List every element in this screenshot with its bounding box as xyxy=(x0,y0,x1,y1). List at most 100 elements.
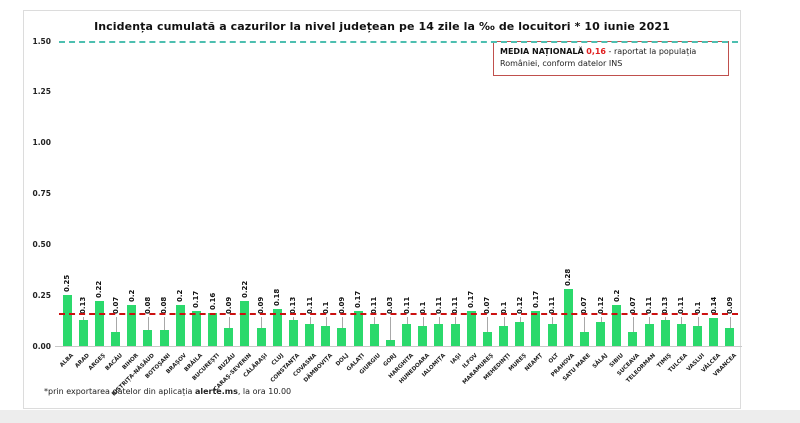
bar-value-label: 0.12 xyxy=(515,296,524,314)
bar-leader-line xyxy=(325,316,327,326)
bar xyxy=(288,319,298,346)
bar-value-label: 0.18 xyxy=(273,289,282,307)
bar-value-label: 0.07 xyxy=(628,296,637,314)
bar-value-label: 0.1 xyxy=(321,301,330,314)
bar xyxy=(660,319,670,346)
bar-value-label: 0.13 xyxy=(289,296,298,314)
bar xyxy=(563,289,573,346)
bar-leader-line xyxy=(422,316,424,326)
bar xyxy=(94,301,104,346)
chart-title: Incidența cumulată a cazurilor la nivel … xyxy=(94,20,670,33)
bar-leader-line xyxy=(438,316,440,324)
legend-national-average-value: 0,16 xyxy=(586,47,606,56)
bar xyxy=(175,305,185,346)
bar-leader-line xyxy=(552,316,554,324)
bar-leader-line xyxy=(681,316,683,324)
bar xyxy=(499,325,509,346)
bar-leader-line xyxy=(519,316,521,322)
bar-leader-line xyxy=(632,316,634,332)
bar-value-label: 0.2 xyxy=(176,289,185,303)
bar-leader-line xyxy=(341,316,343,328)
bar-leader-line xyxy=(228,316,230,328)
bar xyxy=(78,319,88,346)
bar xyxy=(240,301,250,346)
bar-leader-line xyxy=(649,316,651,324)
legend-description: - raportat la populația României, confor… xyxy=(500,47,697,69)
bar xyxy=(402,323,412,346)
bar xyxy=(515,321,525,346)
bar xyxy=(482,331,492,346)
bar-leader-line xyxy=(503,316,505,326)
x-axis-line xyxy=(55,346,742,347)
bar xyxy=(337,327,347,346)
bar-value-label: 0.13 xyxy=(79,296,88,314)
bar-leader-line xyxy=(115,316,117,332)
bar-leader-line xyxy=(293,316,295,320)
bar-leader-line xyxy=(487,316,489,332)
bar-value-label: 0.08 xyxy=(160,296,169,314)
bar-value-label: 0.09 xyxy=(337,296,346,314)
bar xyxy=(628,331,638,346)
bar-value-label: 0.12 xyxy=(596,296,605,314)
bar xyxy=(693,325,703,346)
bar-leader-line xyxy=(600,316,602,322)
bar-leader-line xyxy=(83,316,85,320)
bar-value-label: 0.09 xyxy=(725,296,734,314)
bar xyxy=(305,323,315,346)
bar xyxy=(434,323,444,346)
bar-leader-line xyxy=(665,316,667,320)
bar-value-label: 0.09 xyxy=(224,296,233,314)
bar-value-label: 0.2 xyxy=(127,289,136,303)
upper-reference-line xyxy=(59,41,738,43)
bar xyxy=(272,309,282,346)
bar-value-label: 0.07 xyxy=(483,296,492,314)
bar xyxy=(208,313,218,346)
bar-leader-line xyxy=(374,316,376,324)
y-axis-tick-label: 0.50 xyxy=(32,239,51,249)
bar-value-label: 0.1 xyxy=(693,301,702,314)
y-axis-tick-label: 0.00 xyxy=(32,341,51,351)
bar-value-label: 0.11 xyxy=(451,296,460,314)
bar xyxy=(321,325,331,346)
bar xyxy=(579,331,589,346)
footnote-suffix: , la ora 10.00 xyxy=(237,387,292,396)
bar-value-label: 0.16 xyxy=(208,293,217,311)
bar-value-label: 0.11 xyxy=(645,296,654,314)
bar-value-label: 0.11 xyxy=(370,296,379,314)
bar xyxy=(159,329,169,346)
bar xyxy=(418,325,428,346)
chart-card: Incidența cumulată a cazurilor la nivel … xyxy=(23,10,742,409)
bar-leader-line xyxy=(584,316,586,332)
bar xyxy=(709,317,719,346)
bar-value-label: 0.08 xyxy=(143,296,152,314)
bar xyxy=(547,323,557,346)
national-average-line xyxy=(59,313,738,316)
national-average-legend-box: MEDIA NAȚIONALĂ 0,16 - raportat la popul… xyxy=(493,41,729,76)
y-axis-tick-label: 1.00 xyxy=(32,138,51,148)
bar-leader-line xyxy=(309,316,311,324)
bar-value-label: 0.11 xyxy=(677,296,686,314)
bar xyxy=(725,327,735,346)
y-axis-tick-label: 1.25 xyxy=(32,87,51,97)
bar-value-label: 0.07 xyxy=(580,296,589,314)
chart-footnote: *prin exportarea datelor din aplicația a… xyxy=(44,387,291,396)
bar-value-label: 0.11 xyxy=(305,296,314,314)
bar xyxy=(531,311,541,346)
bar-value-label: 0.28 xyxy=(564,268,573,287)
legend-label: MEDIA NAȚIONALĂ xyxy=(500,47,584,56)
y-axis-tick-label: 0.25 xyxy=(32,290,51,300)
bar xyxy=(191,311,201,346)
bar-value-label: 0.11 xyxy=(402,296,411,314)
bar-leader-line xyxy=(697,316,699,326)
bar xyxy=(224,327,234,346)
bar-leader-line xyxy=(406,316,408,324)
bar xyxy=(596,321,606,346)
bar xyxy=(612,305,622,346)
bar xyxy=(111,331,121,346)
bar-leader-line xyxy=(261,316,263,328)
bar-value-label: 0.03 xyxy=(386,296,395,314)
bar xyxy=(143,329,153,346)
window-bottom-strip xyxy=(0,410,800,423)
footnote-app-name: alerte.ms xyxy=(194,387,238,396)
